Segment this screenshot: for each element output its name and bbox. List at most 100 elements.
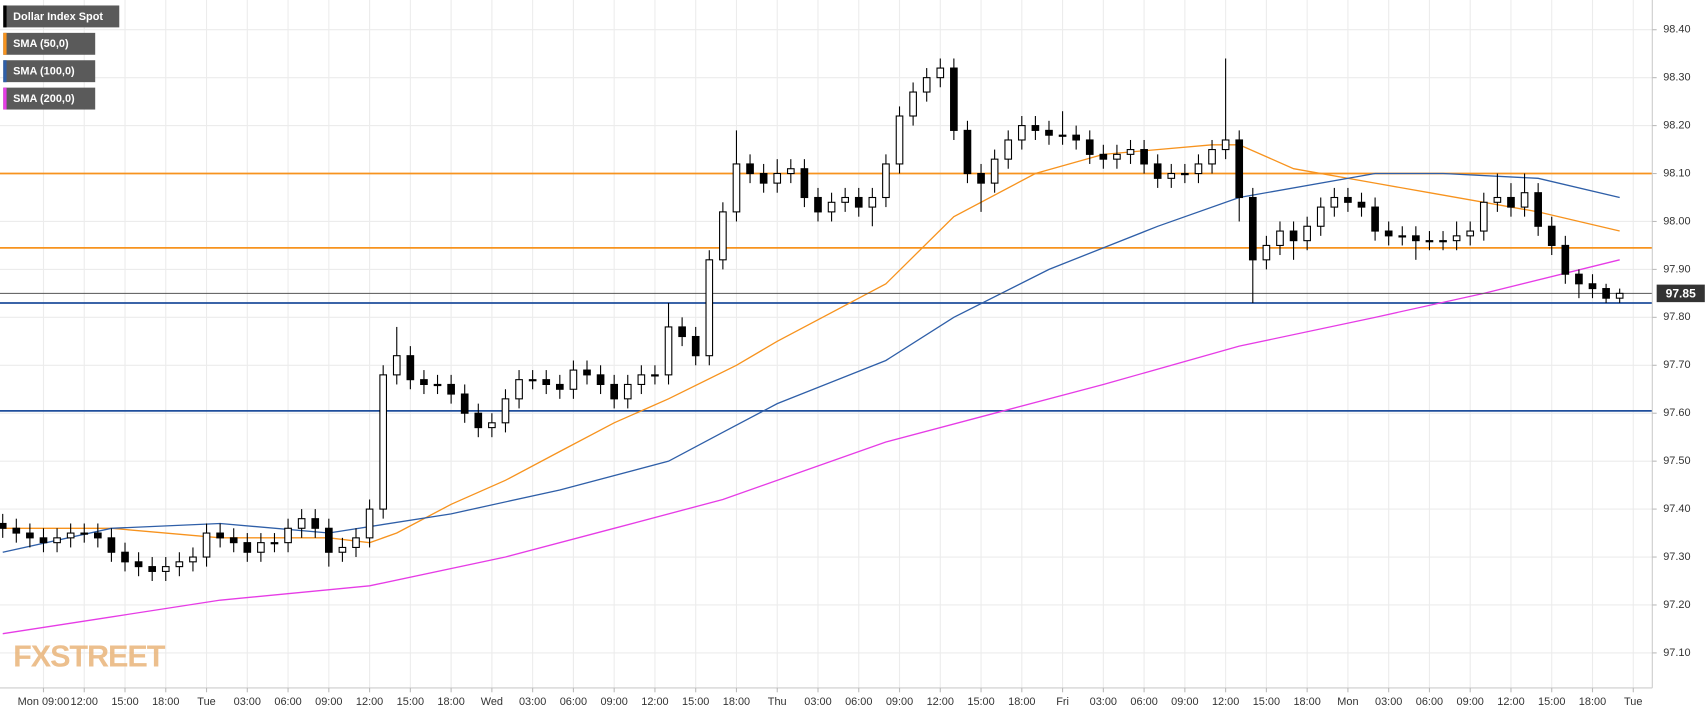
candle-body [121,551,129,563]
candle-body [664,326,673,376]
candle-body [691,335,700,357]
x-tick-label: 06:00 [560,696,587,708]
candle-body [1344,196,1352,203]
candle-body [1534,192,1542,227]
candle-body [963,129,972,175]
candle-body [732,163,741,213]
x-tick-label: Thu [768,696,787,708]
candle-body [841,196,849,203]
legend-label: Dollar Index Spot [13,11,103,23]
y-tick-label: 97.20 [1663,599,1690,611]
x-tick-label: 18:00 [1008,696,1035,708]
candle-body [338,546,347,553]
candle-body [1357,201,1366,208]
candle-body [936,67,945,79]
candle-body [1425,240,1434,243]
candle-body [1547,225,1556,246]
y-tick-label: 98.00 [1663,215,1690,227]
candle-body [297,518,306,529]
legend-box [3,60,96,83]
candle-body [814,196,822,213]
candle-body [1221,139,1230,151]
legend-swatch [3,32,7,55]
candle-body [501,398,510,424]
candle-body [1072,134,1080,141]
sma-line [2,144,1620,544]
candle-body [1208,149,1216,165]
legend-box [3,32,96,55]
x-tick-label: 03:00 [519,696,546,708]
x-tick-label: 15:00 [397,696,424,708]
x-tick-label: 18:00 [723,696,750,708]
x-tick-label: 12:00 [1212,696,1239,708]
candle-body [868,196,877,208]
candle-body [189,556,197,563]
candle-body [1561,244,1570,275]
candle-body [1262,244,1271,261]
candle-body [406,355,415,381]
y-tick-label: 97.40 [1663,503,1690,515]
candle-body [1466,230,1475,237]
candle-body [922,77,931,93]
candle-body [759,172,768,184]
candle-body [284,527,292,544]
y-tick-label: 98.20 [1663,119,1690,131]
candle-body [1276,230,1284,246]
candle-body [1412,235,1420,242]
candle-body [1507,196,1515,208]
candle-body [1289,230,1298,242]
x-tick-label: 03:00 [1090,696,1117,708]
legend-swatch [3,60,7,83]
legend-box [3,87,96,110]
y-tick-label: 98.10 [1663,167,1690,179]
y-tick-label: 97.70 [1663,359,1690,371]
candle-body [542,379,551,386]
x-tick-label: 09:00 [1457,696,1484,708]
candle-body [161,566,170,572]
candle-body [80,532,89,535]
legend-box [3,5,120,28]
x-tick-label: Fri [1056,696,1069,708]
x-tick-label: 15:00 [967,696,994,708]
price-tag-label: 97.85 [1666,287,1696,301]
candle-body [148,566,157,572]
candle-body [977,172,985,184]
sma-line [2,259,1620,635]
x-tick-label: 15:00 [1253,696,1280,708]
candle-body [107,537,116,553]
legend-swatch [3,87,7,110]
candle-body [379,374,388,510]
x-tick-label: 15:00 [1538,696,1565,708]
candle-body [1384,230,1393,237]
candle-body [950,67,958,131]
x-tick-label: Tue [1624,696,1642,708]
candle-body [94,532,102,539]
candle-body [1493,196,1502,203]
x-tick-label: 03:00 [234,696,261,708]
candle-body [1167,172,1176,179]
y-tick-label: 97.50 [1663,455,1690,467]
candle-body [365,508,374,539]
axes: 97.10 97.20 97.30 97.40 97.50 97.60 97.70 97.80… [18,24,1705,708]
x-tick-label: 09:00 [315,696,342,708]
candle-body [1452,235,1461,242]
x-tick-label: 18:00 [1579,696,1606,708]
candle-body [596,374,605,386]
candle-body [1099,153,1108,160]
candle-body [827,201,836,213]
candle-body [1303,225,1311,242]
x-tick-label: 12:00 [641,696,668,708]
candle-body [1058,134,1067,137]
candle-body [1017,125,1026,141]
candle-body [39,537,48,544]
candle-body [909,91,917,117]
candle-body [474,412,483,429]
candle-body [447,383,455,395]
candle-body [324,527,333,553]
candle-body [1575,273,1583,285]
y-tick-label: 97.80 [1663,311,1690,323]
candle-body [311,518,320,529]
x-tick-label: 06:00 [274,696,301,708]
x-tick-label: 18:00 [1293,696,1320,708]
candle-body [1479,201,1488,232]
